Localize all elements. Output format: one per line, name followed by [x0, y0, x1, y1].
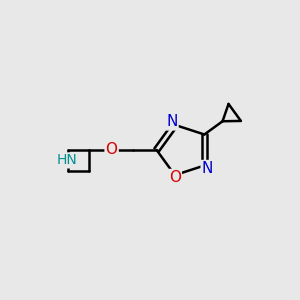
Text: O: O [106, 142, 118, 158]
Text: O: O [169, 170, 181, 185]
Text: N: N [202, 161, 213, 176]
Text: HN: HN [56, 153, 77, 167]
Text: N: N [166, 114, 178, 129]
